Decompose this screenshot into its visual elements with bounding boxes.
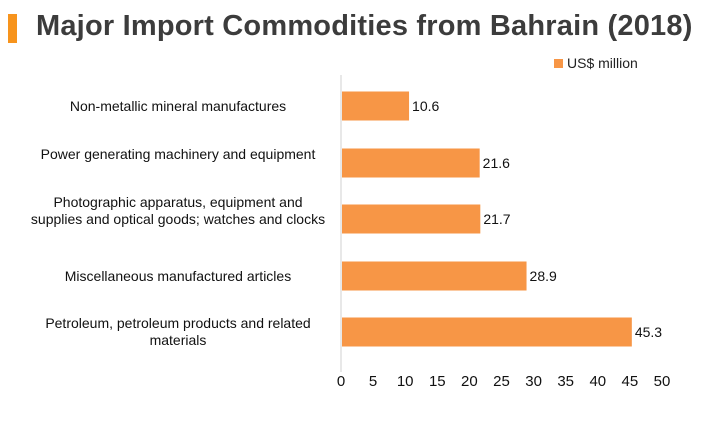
x-tick-label: 35	[557, 373, 574, 390]
category-label: Photographic apparatus, equipment and su…	[30, 193, 326, 227]
category-label: Non-metallic mineral manufactures	[69, 97, 287, 114]
title-accent-bar	[8, 14, 17, 43]
category-label: Power generating machinery and equipment	[40, 146, 316, 162]
x-tick-label: 45	[622, 373, 639, 390]
x-tick-label: 50	[654, 373, 671, 390]
x-tick-label: 15	[429, 373, 446, 390]
x-tick-label: 20	[461, 373, 478, 390]
data-label: 45.3	[635, 324, 662, 340]
x-tick-label: 5	[369, 373, 377, 390]
data-label: 28.9	[530, 268, 557, 284]
bar	[342, 204, 481, 234]
x-tick-label: 10	[397, 373, 414, 390]
data-label: 21.7	[483, 211, 510, 227]
x-tick-label: 30	[525, 373, 542, 390]
bar	[342, 261, 527, 291]
legend-label: US$ million	[567, 55, 638, 71]
legend-swatch	[554, 58, 563, 68]
chart-title: Major Import Commodities from Bahrain (2…	[36, 10, 693, 42]
x-tick-label: 40	[589, 373, 606, 390]
legend: US$ million	[554, 55, 638, 71]
bar	[342, 91, 410, 121]
category-label: Miscellaneous manufactured articles	[64, 267, 292, 284]
category-label: Petroleum, petroleum products and relate…	[45, 315, 311, 348]
x-tick-label: 25	[493, 373, 510, 390]
x-tick-label: 0	[337, 373, 345, 390]
bar	[342, 148, 480, 178]
bar	[342, 317, 632, 347]
data-label: 21.6	[483, 155, 510, 171]
data-label: 10.6	[412, 98, 439, 114]
